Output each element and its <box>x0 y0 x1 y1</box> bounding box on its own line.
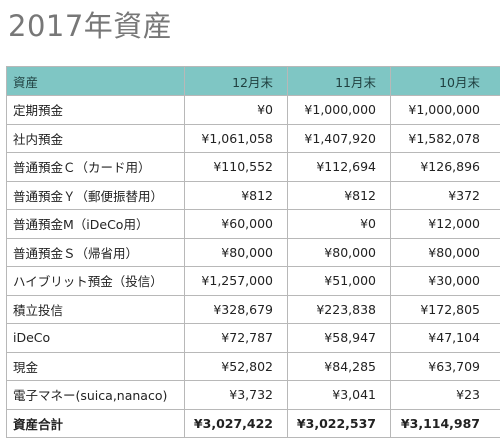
table-row: 普通預金Ｓ（帰省用） ¥80,000 ¥80,000 ¥80,000 <box>6 237 500 267</box>
row-label: 普通預金Ｙ（郵便振替用） <box>6 180 185 210</box>
row-label: 普通預金Ｓ（帰省用） <box>6 237 185 267</box>
cell-october: ¥63,709 <box>390 351 500 381</box>
table-row: iDeCo ¥72,787 ¥58,947 ¥47,104 <box>6 323 500 353</box>
page-title: 2017年資産 <box>8 9 173 43</box>
cell-december: ¥0 <box>184 95 288 125</box>
cell-november: ¥112,694 <box>287 152 391 182</box>
cell-november: ¥812 <box>287 180 391 210</box>
header-november: 11月末 <box>287 66 391 96</box>
table-row: 社内預金 ¥1,061,058 ¥1,407,920 ¥1,582,078 <box>6 123 500 153</box>
cell-december: ¥3,732 <box>184 380 288 410</box>
table-row: 普通預金Ｃ（カード用） ¥110,552 ¥112,694 ¥126,896 <box>6 152 500 182</box>
cell-november: ¥58,947 <box>287 323 391 353</box>
total-label: 資産合計 <box>6 408 185 438</box>
row-label: 社内預金 <box>6 123 185 153</box>
header-october: 10月末 <box>390 66 500 96</box>
cell-december: ¥1,257,000 <box>184 266 288 296</box>
cell-october: ¥172,805 <box>390 294 500 324</box>
cell-november: ¥1,000,000 <box>287 95 391 125</box>
cell-november: ¥80,000 <box>287 237 391 267</box>
cell-october: ¥1,000,000 <box>390 95 500 125</box>
cell-october: ¥372 <box>390 180 500 210</box>
table-row: 電子マネー(suica,nanaco) ¥3,732 ¥3,041 ¥23 <box>6 380 500 410</box>
row-label: iDeCo <box>6 323 185 353</box>
cell-november: ¥223,838 <box>287 294 391 324</box>
cell-december: ¥52,802 <box>184 351 288 381</box>
asset-table-container: 資産 12月末 11月末 10月末 定期預金 ¥0 ¥1,000,000 ¥1,… <box>6 66 500 438</box>
cell-october: ¥30,000 <box>390 266 500 296</box>
cell-december: ¥812 <box>184 180 288 210</box>
cell-december: ¥1,061,058 <box>184 123 288 153</box>
row-label: ハイブリット預金（投信） <box>6 266 185 296</box>
cell-november: ¥84,285 <box>287 351 391 381</box>
table-row: 普通預金Ｙ（郵便振替用） ¥812 ¥812 ¥372 <box>6 180 500 210</box>
cell-december: ¥110,552 <box>184 152 288 182</box>
total-row: 資産合計 ¥3,027,422 ¥3,022,537 ¥3,114,987 <box>6 408 500 438</box>
cell-december: ¥80,000 <box>184 237 288 267</box>
table-row: 普通預金M（iDeCo用） ¥60,000 ¥0 ¥12,000 <box>6 209 500 239</box>
cell-november: ¥1,407,920 <box>287 123 391 153</box>
table-row: 現金 ¥52,802 ¥84,285 ¥63,709 <box>6 351 500 381</box>
row-label: 普通預金Ｃ（カード用） <box>6 152 185 182</box>
cell-november: ¥0 <box>287 209 391 239</box>
cell-october: ¥23 <box>390 380 500 410</box>
cell-november: ¥51,000 <box>287 266 391 296</box>
row-label: 積立投信 <box>6 294 185 324</box>
cell-october: ¥80,000 <box>390 237 500 267</box>
table-row: 積立投信 ¥328,679 ¥223,838 ¥172,805 <box>6 294 500 324</box>
row-label: 普通預金M（iDeCo用） <box>6 209 185 239</box>
cell-october: ¥1,582,078 <box>390 123 500 153</box>
cell-december: ¥328,679 <box>184 294 288 324</box>
total-november: ¥3,022,537 <box>287 408 391 438</box>
cell-november: ¥3,041 <box>287 380 391 410</box>
cell-october: ¥47,104 <box>390 323 500 353</box>
table-row: ハイブリット預金（投信） ¥1,257,000 ¥51,000 ¥30,000 <box>6 266 500 296</box>
total-october: ¥3,114,987 <box>390 408 500 438</box>
cell-december: ¥72,787 <box>184 323 288 353</box>
total-december: ¥3,027,422 <box>184 408 288 438</box>
header-asset: 資産 <box>6 66 185 96</box>
header-december: 12月末 <box>184 66 288 96</box>
cell-october: ¥12,000 <box>390 209 500 239</box>
asset-table: 資産 12月末 11月末 10月末 定期預金 ¥0 ¥1,000,000 ¥1,… <box>6 66 500 438</box>
table-row: 定期預金 ¥0 ¥1,000,000 ¥1,000,000 <box>6 95 500 125</box>
table-header-row: 資産 12月末 11月末 10月末 <box>6 66 500 96</box>
cell-october: ¥126,896 <box>390 152 500 182</box>
row-label: 電子マネー(suica,nanaco) <box>6 380 185 410</box>
cell-december: ¥60,000 <box>184 209 288 239</box>
row-label: 現金 <box>6 351 185 381</box>
row-label: 定期預金 <box>6 95 185 125</box>
